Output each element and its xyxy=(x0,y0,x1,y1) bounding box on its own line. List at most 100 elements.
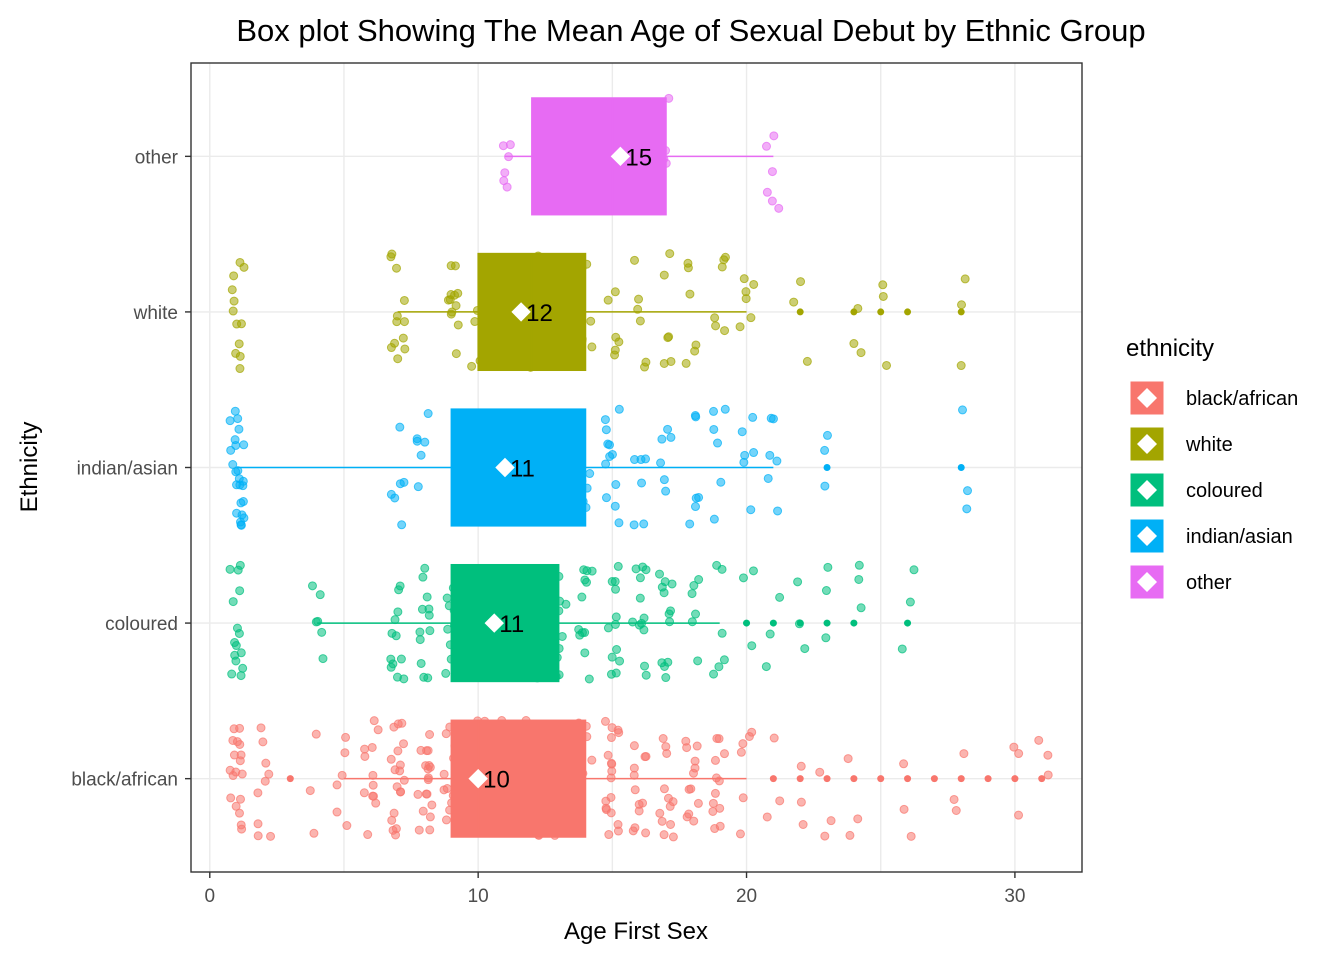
jitter-point xyxy=(684,809,694,819)
jitter-point xyxy=(309,828,319,838)
jitter-point xyxy=(772,456,782,466)
jitter-point xyxy=(765,450,775,460)
jitter-point xyxy=(450,290,460,300)
jitter-point xyxy=(710,313,720,323)
jitter-point xyxy=(614,404,624,414)
jitter-point xyxy=(690,502,700,512)
jitter-point xyxy=(395,422,405,432)
jitter-point xyxy=(390,493,400,503)
legend: ethnicity black/african white coloured indi… xyxy=(1126,335,1298,599)
jitter-point xyxy=(635,316,645,326)
jitter-point xyxy=(606,669,616,679)
jitter-point xyxy=(418,572,428,582)
outlier-point xyxy=(984,775,992,783)
jitter-point xyxy=(719,655,729,665)
jitter-point xyxy=(313,616,323,626)
legend-key-marker xyxy=(1137,572,1157,592)
jitter-point xyxy=(399,775,409,785)
jitter-point xyxy=(661,742,671,752)
jitter-point xyxy=(796,761,806,771)
jitter-point xyxy=(234,424,244,434)
jitter-point xyxy=(600,716,610,726)
jitter-point xyxy=(789,297,799,307)
jitter-point xyxy=(659,784,669,794)
jitter-point xyxy=(641,670,651,680)
jitter-point xyxy=(315,590,325,600)
jitter-point xyxy=(738,793,748,803)
chart-title: Box plot Showing The Mean Age of Sexual … xyxy=(236,13,1145,48)
jitter-point xyxy=(736,747,746,757)
jitter-point xyxy=(234,628,244,638)
jitter-point xyxy=(225,564,235,574)
jitter-point xyxy=(367,742,377,752)
jitter-point xyxy=(957,300,967,310)
jitter-point xyxy=(579,565,589,575)
jitter-point xyxy=(663,424,673,434)
jitter-point xyxy=(655,808,665,818)
jitter-point xyxy=(451,349,461,359)
jitter-point xyxy=(659,475,669,485)
jitter-point xyxy=(587,342,597,352)
jitter-point xyxy=(238,497,248,507)
jitter-point xyxy=(253,788,263,798)
jitter-point xyxy=(820,445,830,455)
jitter-point xyxy=(713,438,723,448)
jitter-point xyxy=(739,274,749,284)
jitter-point xyxy=(225,416,235,426)
jitter-point xyxy=(660,577,670,587)
jitter-point xyxy=(714,662,724,672)
jitter-point xyxy=(749,279,759,289)
jitter-point xyxy=(427,800,437,810)
jitter-point xyxy=(580,575,590,585)
jitter-point xyxy=(615,656,625,666)
jitter-point xyxy=(415,627,425,637)
jitter-point xyxy=(638,562,648,572)
jitter-point xyxy=(709,424,719,434)
jitter-point xyxy=(419,672,429,682)
jitter-point xyxy=(710,824,720,834)
jitter-point xyxy=(717,628,727,638)
jitter-point xyxy=(416,450,426,460)
jitter-point xyxy=(773,506,783,516)
jitter-point xyxy=(230,650,240,660)
jitter-point xyxy=(360,744,370,754)
jitter-point xyxy=(775,592,785,602)
jitter-point xyxy=(441,815,451,825)
jitter-point xyxy=(793,577,803,587)
x-tick-label: 30 xyxy=(1004,886,1025,907)
jitter-point xyxy=(236,820,246,830)
jitter-point xyxy=(498,141,508,151)
jitter-point xyxy=(467,361,477,371)
jitter-point xyxy=(232,737,242,747)
jitter-point xyxy=(397,520,407,530)
jitter-point xyxy=(580,648,590,658)
jitter-point xyxy=(666,356,676,366)
x-tick-label: 10 xyxy=(468,886,489,907)
jitter-point xyxy=(253,831,263,841)
jitter-point xyxy=(603,439,613,449)
jitter-point xyxy=(641,828,651,838)
jitter-point xyxy=(425,729,435,739)
jitter-point xyxy=(601,425,611,435)
jitter-point xyxy=(386,343,396,353)
jitter-point xyxy=(746,505,756,515)
jitter-point xyxy=(227,285,237,295)
jitter-point xyxy=(820,831,830,841)
jitter-point xyxy=(775,796,785,806)
jitter-point xyxy=(659,270,669,280)
jitter-point xyxy=(399,317,409,327)
jitter-point xyxy=(363,830,373,840)
jitter-point xyxy=(603,295,613,305)
jitter-point xyxy=(234,339,244,349)
jitter-point xyxy=(951,806,961,816)
jitter-point xyxy=(686,784,696,794)
jitter-point xyxy=(415,635,425,645)
jitter-point xyxy=(392,263,402,273)
outlier-point xyxy=(877,775,885,783)
jitter-point xyxy=(238,481,248,491)
jitter-point xyxy=(500,168,510,178)
jitter-point xyxy=(694,492,704,502)
jitter-point xyxy=(665,249,675,259)
jitter-point xyxy=(386,662,396,672)
jitter-point xyxy=(239,513,249,523)
